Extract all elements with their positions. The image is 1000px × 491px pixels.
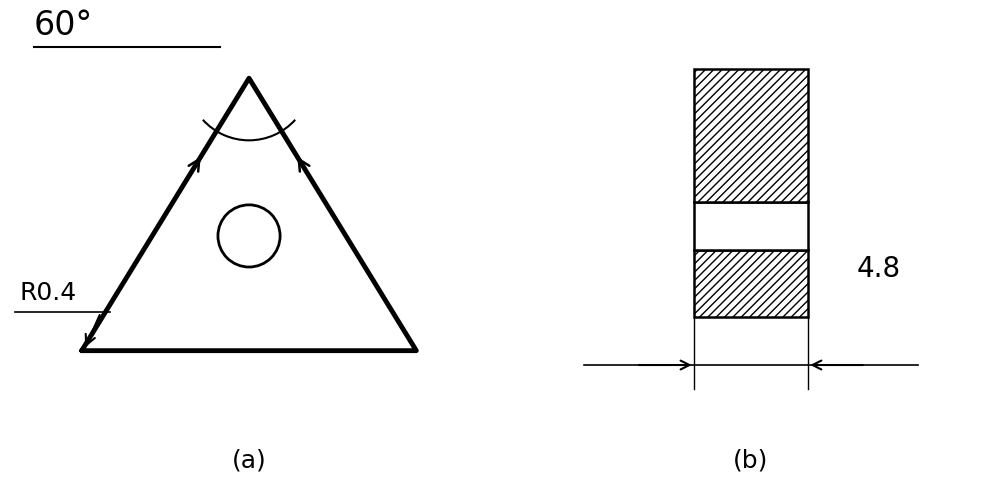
Text: (b): (b) [733,449,769,473]
Text: (a): (a) [232,449,266,473]
Bar [694,69,808,202]
Text: 4.8: 4.8 [856,255,900,283]
Text: 60°: 60° [34,9,93,42]
Bar [694,202,808,250]
Bar [694,250,808,317]
Text: R0.4: R0.4 [20,281,77,305]
